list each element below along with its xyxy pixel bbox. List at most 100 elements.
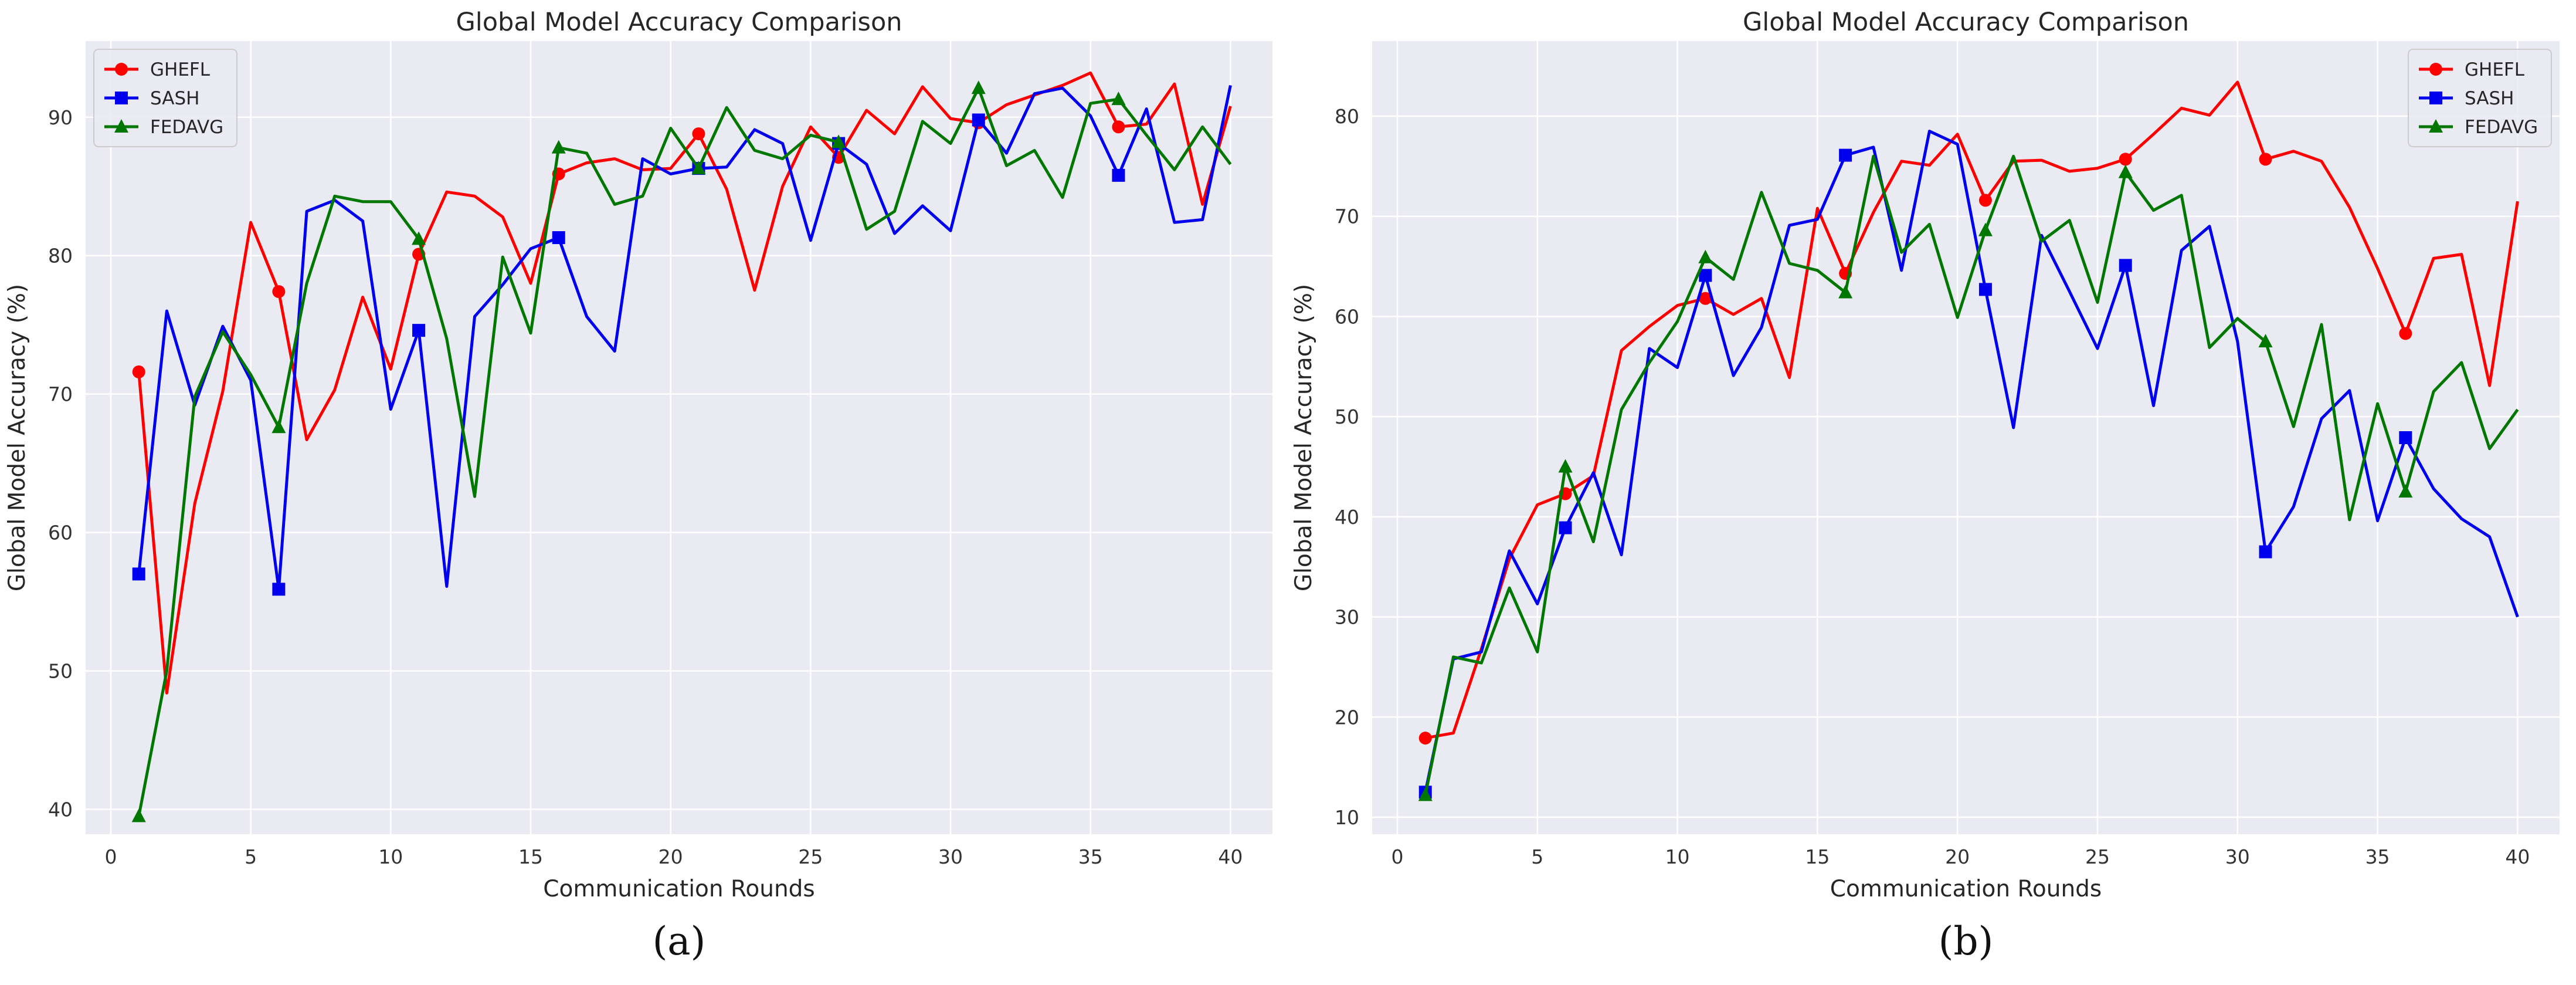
y-tick-label: 80 bbox=[1335, 105, 1359, 128]
legend-label: SASH bbox=[150, 88, 199, 109]
y-axis-label: Global Model Accuracy (%) bbox=[4, 284, 30, 591]
legend-label: FEDAVG bbox=[2465, 117, 2538, 138]
data-point-ghefl bbox=[2399, 327, 2412, 340]
legend-marker bbox=[2429, 119, 2443, 133]
y-tick-label: 40 bbox=[48, 798, 73, 821]
data-point-sash bbox=[552, 231, 565, 245]
x-tick-label: 30 bbox=[2225, 845, 2250, 868]
x-tick-label: 0 bbox=[1391, 845, 1403, 868]
data-point-fedavg bbox=[1838, 285, 1853, 299]
legend-marker bbox=[2429, 63, 2442, 76]
plot-area bbox=[1372, 41, 2560, 834]
x-tick-label: 35 bbox=[1078, 845, 1103, 868]
y-axis-label: Global Model Accuracy (%) bbox=[1291, 284, 1317, 591]
series-line-fedavg bbox=[1424, 154, 2519, 796]
data-point-ghefl bbox=[2119, 153, 2132, 166]
panel-label: (b) bbox=[1939, 919, 1994, 964]
x-tick-label: 10 bbox=[378, 845, 403, 868]
data-point-sash bbox=[1112, 168, 1125, 182]
legend-label: GHEFL bbox=[2465, 59, 2525, 80]
data-point-sash bbox=[412, 324, 426, 337]
x-tick-label: 5 bbox=[245, 845, 257, 868]
data-point-ghefl bbox=[1699, 292, 1712, 305]
x-tick-label: 20 bbox=[1945, 845, 1970, 868]
data-point-fedavg bbox=[2258, 334, 2273, 348]
x-axis-label: Communication Rounds bbox=[543, 876, 815, 902]
chart-title: Global Model Accuracy Comparison bbox=[1743, 8, 2189, 37]
data-point-ghefl bbox=[1112, 120, 1125, 134]
data-point-fedavg bbox=[971, 80, 986, 94]
series-line-sash bbox=[1424, 130, 2519, 793]
data-point-fedavg bbox=[691, 161, 706, 175]
data-point-sash bbox=[1978, 283, 1992, 296]
series-fedavg bbox=[131, 80, 1232, 822]
data-point-ghefl bbox=[272, 285, 286, 299]
y-tick-label: 70 bbox=[1335, 205, 1359, 228]
y-tick-label: 60 bbox=[48, 522, 73, 544]
x-tick-label: 25 bbox=[798, 845, 823, 868]
data-point-sash bbox=[272, 583, 286, 596]
data-point-fedavg bbox=[131, 808, 146, 822]
legend-box bbox=[93, 49, 237, 147]
data-point-fedavg bbox=[1978, 222, 1993, 236]
x-tick-label: 15 bbox=[1805, 845, 1830, 868]
legend: GHEFL SASH FEDAVG bbox=[93, 49, 237, 147]
y-tick-label: 30 bbox=[1335, 606, 1359, 629]
x-tick-label: 5 bbox=[1531, 845, 1543, 868]
x-tick-label: 20 bbox=[659, 845, 683, 868]
legend-label: FEDAVG bbox=[150, 117, 223, 138]
data-point-sash bbox=[2259, 545, 2272, 558]
data-point-fedavg bbox=[1418, 787, 1433, 801]
data-point-sash bbox=[972, 113, 985, 127]
data-point-ghefl bbox=[1418, 732, 1432, 745]
y-tick-label: 70 bbox=[48, 383, 73, 406]
legend-entry-fedavg: FEDAVG bbox=[104, 117, 223, 138]
data-point-ghefl bbox=[692, 127, 705, 141]
x-tick-label: 30 bbox=[938, 845, 963, 868]
series-ghefl bbox=[1418, 80, 2519, 745]
legend-entry-ghefl: GHEFL bbox=[2419, 59, 2525, 80]
legend-label: GHEFL bbox=[150, 59, 211, 80]
series-fedavg bbox=[1418, 154, 2519, 801]
data-point-ghefl bbox=[2259, 153, 2272, 166]
data-point-fedavg bbox=[1698, 249, 1713, 263]
y-tick-label: 40 bbox=[1335, 506, 1359, 529]
data-point-fedavg bbox=[271, 419, 286, 434]
data-point-sash bbox=[1559, 521, 1572, 534]
data-point-fedavg bbox=[412, 231, 426, 245]
x-tick-label: 25 bbox=[2085, 845, 2110, 868]
data-point-fedavg bbox=[831, 134, 846, 148]
y-tick-label: 80 bbox=[48, 245, 73, 268]
data-point-fedavg bbox=[2118, 164, 2133, 178]
data-point-sash bbox=[2119, 259, 2132, 272]
legend: GHEFL SASH FEDAVG bbox=[2408, 49, 2552, 147]
y-tick-label: 20 bbox=[1335, 706, 1359, 729]
x-tick-label: 15 bbox=[518, 845, 543, 868]
legend-entry-ghefl: GHEFL bbox=[104, 59, 211, 80]
legend-marker bbox=[2429, 92, 2442, 104]
x-tick-label: 40 bbox=[1218, 845, 1243, 868]
y-tick-label: 50 bbox=[1335, 405, 1359, 428]
data-point-sash bbox=[132, 567, 145, 581]
legend-marker bbox=[115, 92, 128, 104]
y-tick-label: 50 bbox=[48, 660, 73, 683]
data-point-fedavg bbox=[1558, 459, 1573, 473]
data-point-fedavg bbox=[551, 140, 566, 154]
legend-entry-sash: SASH bbox=[2419, 88, 2514, 109]
data-point-ghefl bbox=[1978, 194, 1992, 207]
legend-label: SASH bbox=[2465, 88, 2514, 109]
y-tick-label: 60 bbox=[1335, 305, 1359, 328]
data-point-sash bbox=[1699, 269, 1712, 282]
x-tick-label: 10 bbox=[1665, 845, 1690, 868]
chart-title: Global Model Accuracy Comparison bbox=[456, 8, 902, 37]
data-point-ghefl bbox=[132, 365, 145, 378]
data-point-sash bbox=[2399, 431, 2412, 444]
y-tick-label: 90 bbox=[48, 106, 73, 129]
data-point-sash bbox=[1839, 148, 1852, 162]
x-tick-label: 0 bbox=[104, 845, 117, 868]
data-point-fedavg bbox=[2398, 484, 2413, 498]
chart-panel-1: 0 5 10 15 20 25 30 35 40 40 50 60 70 80 90 Global Model… bbox=[4, 8, 1272, 964]
legend-marker bbox=[114, 119, 128, 133]
x-tick-label: 40 bbox=[2505, 845, 2530, 868]
